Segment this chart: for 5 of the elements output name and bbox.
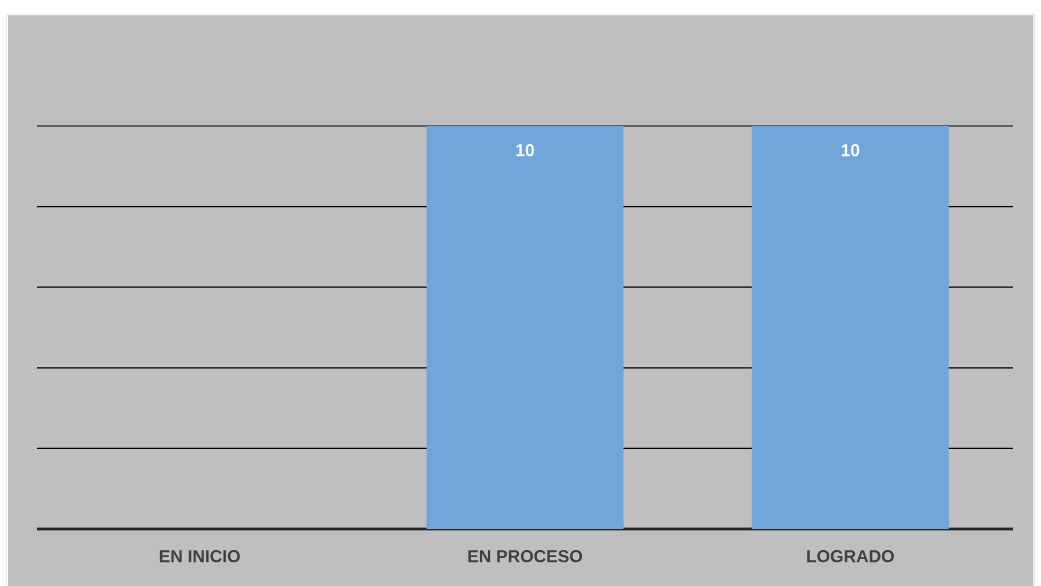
x-tick-label: EN INICIO <box>159 550 240 563</box>
data-label: 10 <box>516 144 534 157</box>
data-label: 10 <box>841 144 860 157</box>
x-tick-label: EN PROCESO <box>468 550 583 563</box>
x-tick-label: LOGRADO <box>807 550 894 563</box>
